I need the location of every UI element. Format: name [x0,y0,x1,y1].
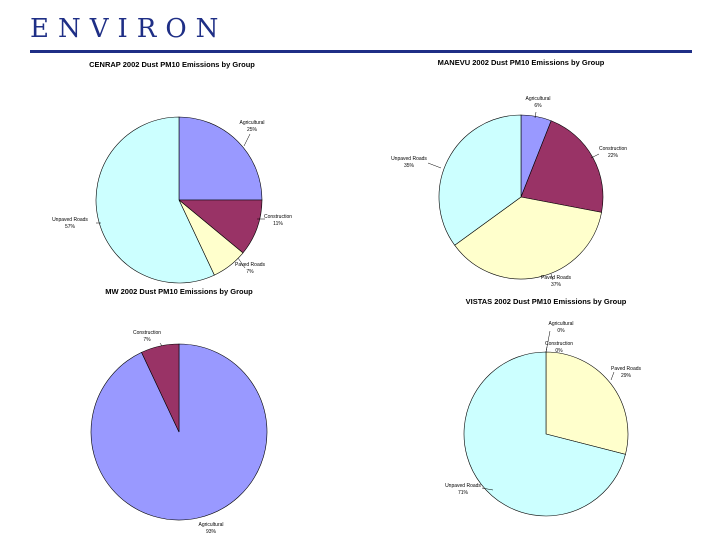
pie-slice-unpaved-roads [438,114,522,246]
slice-label-paved-roads: Paved Roads [611,366,642,372]
leader-line [237,257,246,269]
cenrap-chart: CENRAP 2002 Dust PM10 Emissions by Group… [52,60,292,284]
leader-line [159,342,163,347]
slice-label-agricultural: Agricultural [548,321,573,327]
leader-line [427,162,442,169]
environ-logo: ENVIRON [30,14,228,44]
slice-value-paved-roads: 7% [246,269,254,275]
pie-slice-unpaved-roads [95,116,215,284]
slice-label-construction: Construction [133,330,161,336]
leader-line [534,111,537,119]
leader-line [481,487,494,491]
vistas-chart: VISTAS 2002 Dust PM10 Emissions by Group… [445,297,642,517]
pie-slice-construction [520,120,604,213]
slice-value-agricultural: 0% [557,328,565,334]
slice-label-unpaved-roads: Unpaved Roads [445,483,481,489]
slice-label-paved-roads: Paved Roads [235,262,266,268]
leader-line [243,133,251,147]
slice-label-construction: Construction [264,214,292,220]
slice-value-construction: 7% [143,337,151,343]
slice-label-agricultural: Agricultural [525,96,550,102]
slice-value-paved-roads: 37% [551,282,562,288]
slice-value-agricultural: 93% [206,529,217,535]
slice-label-construction: Construction [599,146,627,152]
leader-line [545,346,548,353]
slice-value-agricultural: 25% [247,127,258,133]
slice-value-construction: 0% [555,348,563,354]
mw-chart: MW 2002 Dust PM10 Emissions by Group Agr… [90,287,268,535]
slice-label-construction: Construction [545,341,573,347]
slice-value-unpaved-roads: 71% [458,490,469,496]
pie-slice-agricultural [178,116,263,201]
slice-label-agricultural: Agricultural [198,522,223,528]
manevu-chart: MANEVU 2002 Dust PM10 Emissions by Group… [391,58,627,288]
slice-label-paved-roads: Paved Roads [541,275,572,281]
pie-slice-paved-roads [454,196,602,280]
slice-label-unpaved-roads: Unpaved Roads [52,217,88,223]
pie-slice-construction [141,343,180,433]
leader-line [590,153,600,159]
slice-value-unpaved-roads: 57% [65,224,76,230]
chart-title: MANEVU 2002 Dust PM10 Emissions by Group [438,58,605,67]
slice-value-construction: 22% [608,153,619,159]
slice-value-unpaved-roads: 35% [404,163,415,169]
leader-line [610,371,615,381]
slice-value-agricultural: 6% [534,103,542,109]
chart-title: VISTAS 2002 Dust PM10 Emissions by Group [466,297,627,306]
slice-label-agricultural: Agricultural [239,120,264,126]
chart-title: MW 2002 Dust PM10 Emissions by Group [105,287,253,296]
leader-line [550,273,554,281]
slice-label-unpaved-roads: Unpaved Roads [391,156,427,162]
chart-title: CENRAP 2002 Dust PM10 Emissions by Group [89,60,255,69]
header-rule [30,50,692,53]
pie-slice-unpaved-roads [463,351,626,517]
slice-value-paved-roads: 29% [621,373,632,379]
pie-slice-paved-roads [545,351,629,455]
slice-value-construction: 11% [273,221,283,227]
